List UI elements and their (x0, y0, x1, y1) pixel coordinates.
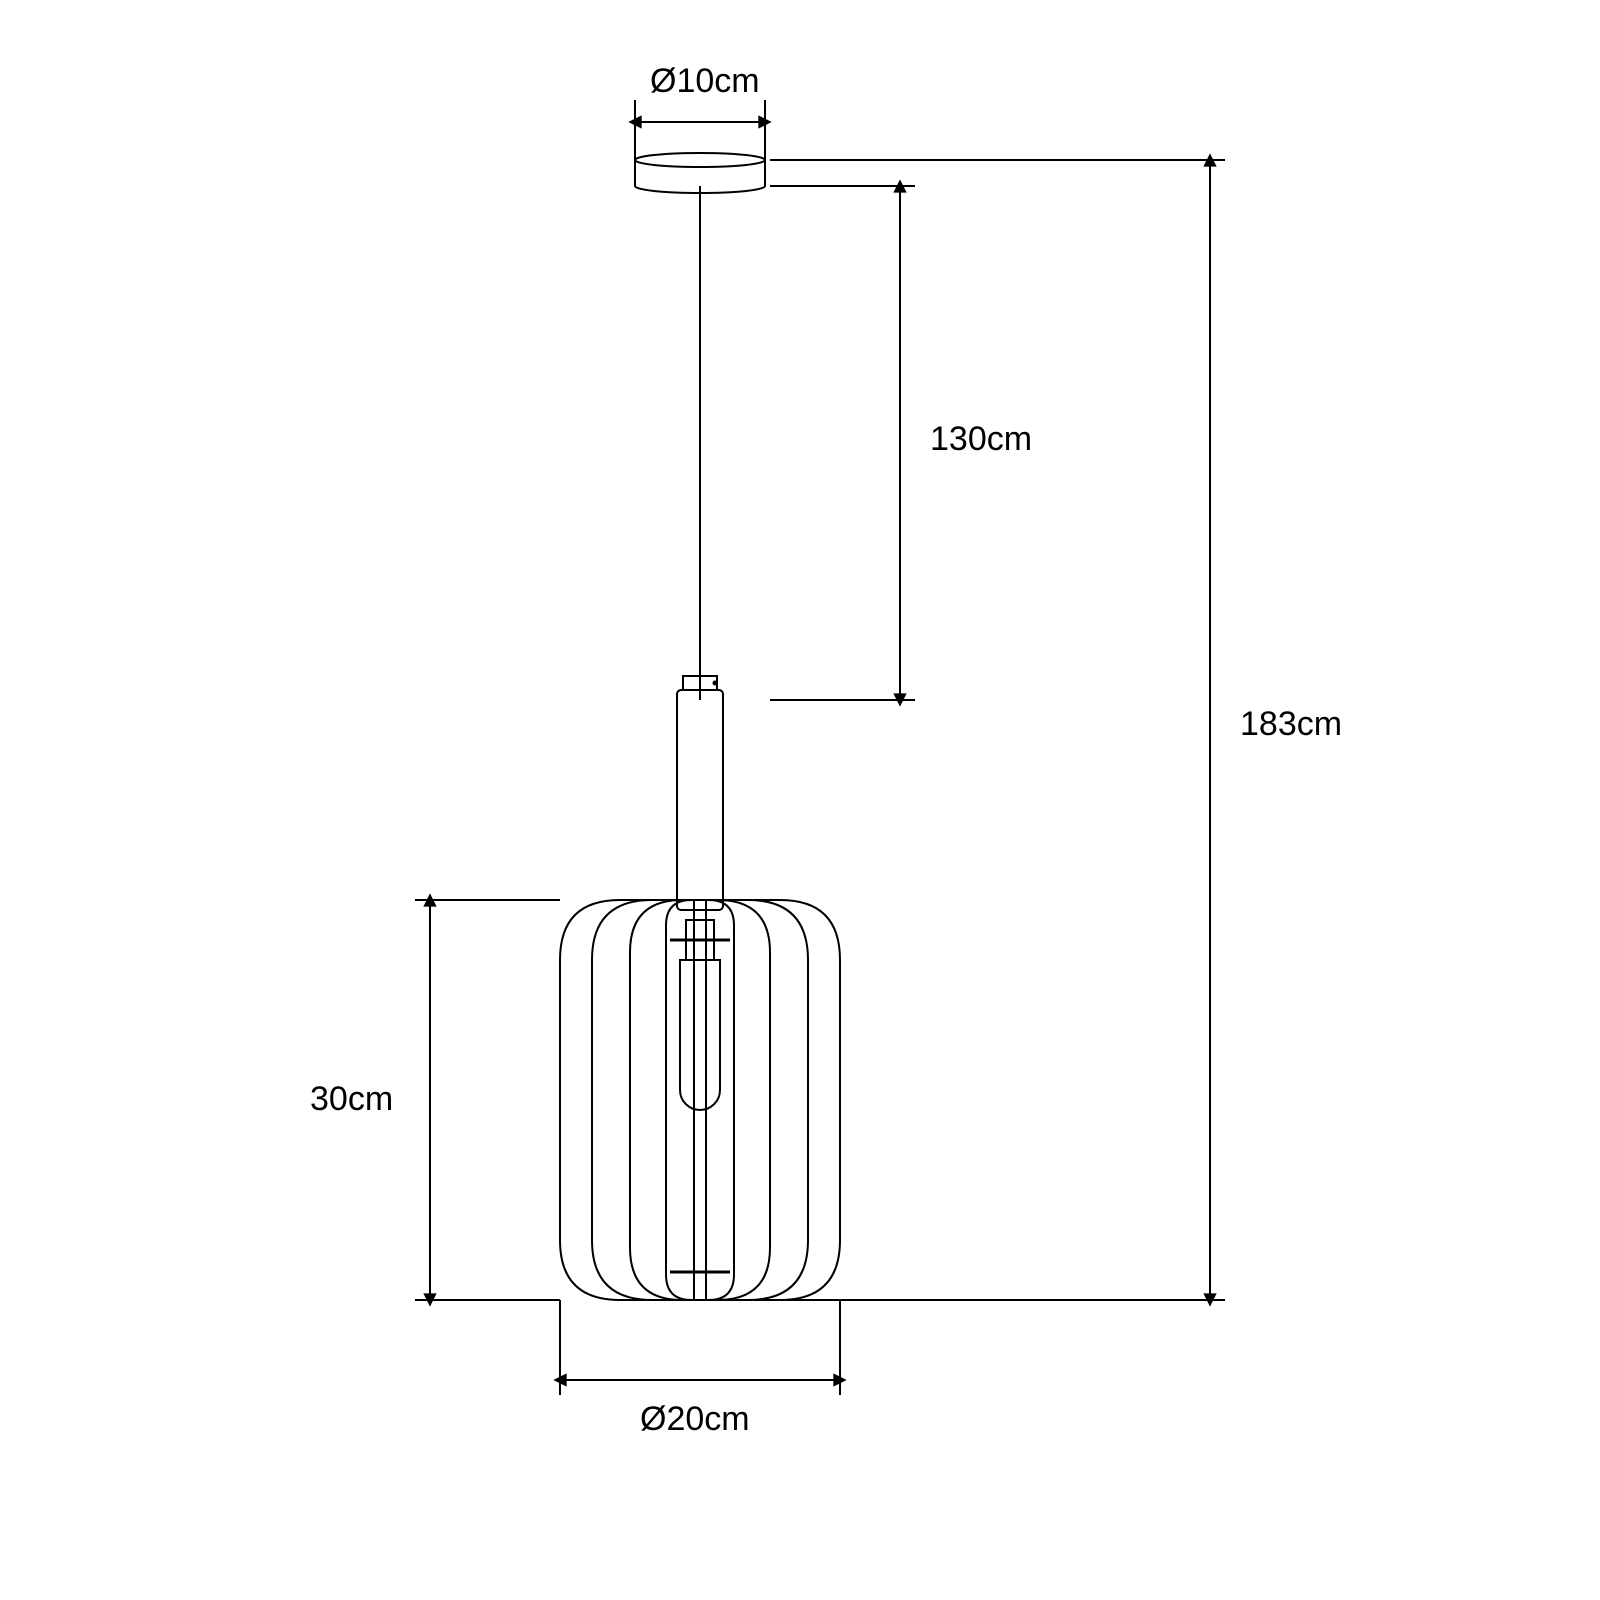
dimension-label-cord_length: 130cm (930, 420, 1032, 458)
dimension-canopy_diameter: Ø10cm (635, 62, 765, 160)
dimension-label-shade_height: 30cm (310, 1080, 393, 1118)
socket-tube (677, 676, 723, 910)
pendant-lamp-drawing (560, 153, 840, 1300)
dimension-label-canopy_diameter: Ø10cm (650, 62, 760, 100)
dimension-total_height: 183cm (770, 160, 1342, 1300)
dimension-shade_height: 30cm (310, 900, 560, 1300)
dimension-label-shade_diameter: Ø20cm (640, 1400, 750, 1438)
dimension-cord_length: 130cm (770, 186, 1032, 700)
light-bulb (680, 920, 720, 1110)
dimension-shade_diameter: Ø20cm (560, 1300, 840, 1438)
dimension-label-total_height: 183cm (1240, 705, 1342, 743)
